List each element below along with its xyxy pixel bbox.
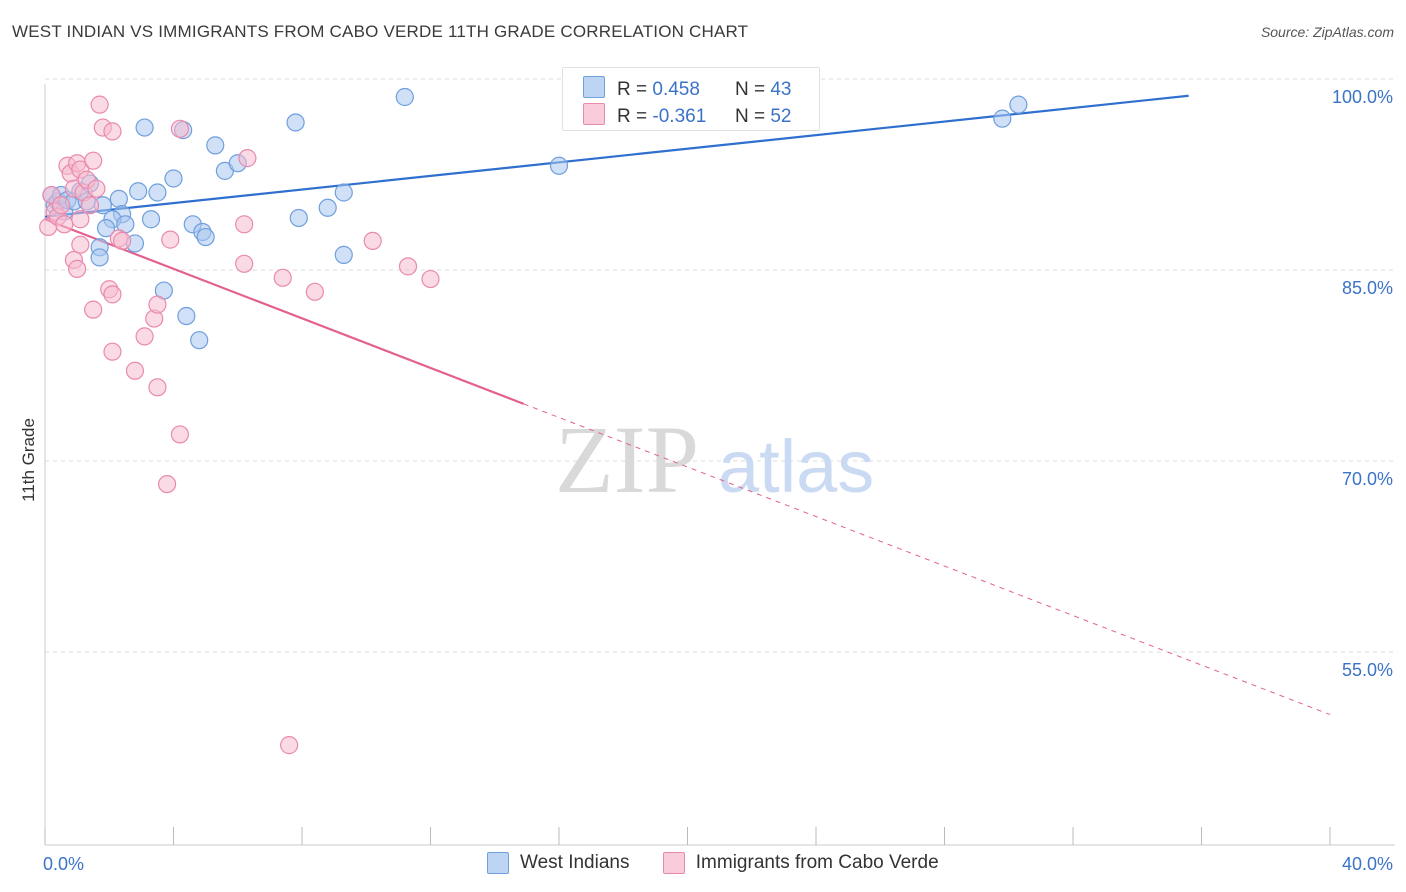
cabo-verde-point <box>51 196 71 215</box>
data-points <box>39 87 1028 755</box>
cabo-verde-point <box>238 149 257 168</box>
cabo-verde-point <box>103 122 122 141</box>
cabo-verde-point <box>112 231 132 250</box>
stats-row-cabo-verde: R = -0.361 N = 52 <box>583 103 791 128</box>
cabo-verde-point <box>135 327 154 346</box>
stats-legend: R = 0.458 N = 43 R = -0.361 N = 52 <box>562 67 820 131</box>
cabo-verde-point <box>305 282 324 301</box>
west-indians-point <box>164 169 183 188</box>
west-indians-point <box>334 245 353 264</box>
west-indians-point <box>334 183 353 202</box>
cabo-verde-point <box>84 151 103 170</box>
cabo-verde-r: -0.361 <box>652 106 707 127</box>
cabo-verde-point <box>398 257 418 276</box>
west-indians-point <box>141 210 161 229</box>
cabo-verde-swatch <box>583 103 605 125</box>
cabo-verde-n: 52 <box>770 106 792 127</box>
legend-swatch-blue <box>487 852 509 874</box>
watermark-atlas: atlas <box>718 425 874 508</box>
y-tick-label: 85.0% <box>1342 278 1393 298</box>
y-tick-label: 100.0% <box>1332 87 1393 107</box>
y-axis-label: 11th Grade <box>19 418 38 502</box>
series-legend: West Indians Immigrants from Cabo Verde <box>487 852 967 880</box>
west-indians-point <box>1009 95 1028 114</box>
west-indians-point <box>395 87 414 107</box>
west-indians-point <box>148 183 167 202</box>
cabo-verde-point <box>157 474 177 494</box>
stats-row-west-indians: R = 0.458 N = 43 <box>583 76 791 101</box>
watermark: ZIP atlas <box>555 406 874 513</box>
cabo-verde-point <box>103 342 122 361</box>
legend-item-west-indians[interactable]: West Indians <box>487 852 629 874</box>
west-indians-point <box>289 208 308 228</box>
cabo-verde-point <box>148 378 167 397</box>
cabo-verde-point <box>71 235 90 254</box>
cabo-verde-point <box>125 361 145 380</box>
cabo-verde-point <box>235 254 254 273</box>
x-tick-label-max: 40.0% <box>1342 854 1393 874</box>
cabo-verde-point <box>273 268 292 287</box>
cabo-verde-point <box>148 295 167 314</box>
cabo-verde-point <box>90 95 109 114</box>
axes: 100.0% 85.0% 70.0% 55.0% 0.0% 40.0% <box>43 84 1395 874</box>
cabo-verde-point <box>161 230 180 249</box>
cabo-verde-point <box>68 259 87 278</box>
west-indians-point <box>177 306 196 326</box>
cabo-verde-point <box>87 179 106 198</box>
y-tick-label: 70.0% <box>1342 469 1393 489</box>
cabo-verde-point <box>235 215 254 234</box>
west-indians-point <box>549 156 569 175</box>
chart-title: WEST INDIAN VS IMMIGRANTS FROM CABO VERD… <box>12 22 749 41</box>
x-tick-label-min: 0.0% <box>43 854 84 874</box>
west-indians-point <box>90 248 109 267</box>
cabo-verde-point <box>84 300 103 319</box>
cabo-verde-point <box>55 215 74 234</box>
cabo-verde-point <box>363 231 382 250</box>
cabo-verde-trend-extension <box>523 403 1331 716</box>
west-indians-point <box>109 189 128 208</box>
y-tick-label: 55.0% <box>1342 660 1393 680</box>
cabo-verde-point <box>80 196 100 215</box>
west-indians-n: 43 <box>770 79 792 100</box>
cabo-verde-point <box>280 736 299 755</box>
west-indians-point <box>286 113 305 132</box>
west-indians-point <box>190 331 209 350</box>
watermark-zip: ZIP <box>555 406 699 513</box>
cabo-verde-point <box>103 285 122 304</box>
cabo-verde-point <box>170 119 190 138</box>
west-indians-point <box>135 118 154 137</box>
source-attribution: Source: ZipAtlas.com <box>1260 24 1394 40</box>
legend-item-cabo-verde[interactable]: Immigrants from Cabo Verde <box>662 852 939 874</box>
west-indians-point <box>96 219 116 238</box>
west-indians-swatch <box>583 76 605 98</box>
west-indians-point <box>993 109 1012 128</box>
cabo-verde-point <box>170 425 190 444</box>
west-indians-r: 0.458 <box>652 79 700 100</box>
west-indians-point <box>196 227 215 247</box>
legend-swatch-pink <box>662 852 685 874</box>
west-indians-point <box>318 198 337 217</box>
west-indians-point <box>129 182 148 201</box>
west-indians-point <box>206 136 225 155</box>
cabo-verde-point <box>421 269 440 289</box>
cabo-verde-trend-line <box>44 218 525 405</box>
cabo-verde-point <box>71 210 90 229</box>
